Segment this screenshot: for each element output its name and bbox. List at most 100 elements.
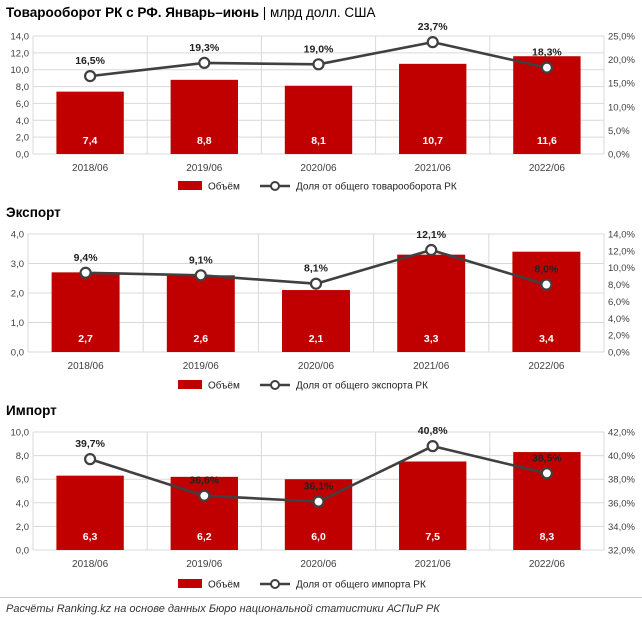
chart-2-bar bbox=[282, 290, 350, 352]
chart-3-bar-label: 6,0 bbox=[311, 531, 326, 543]
chart-3-xtick: 2018/06 bbox=[72, 559, 109, 570]
chart-1-share-label: 23,7% bbox=[418, 21, 448, 33]
chart-2-ytick-right: 8,0% bbox=[608, 280, 630, 291]
chart-3-title: Импорт bbox=[6, 403, 57, 418]
chart-3-share-point bbox=[540, 467, 554, 480]
chart-3-legend-bar-swatch bbox=[178, 579, 202, 588]
chart-1-legend-bar-label: Объём bbox=[208, 181, 240, 193]
chart-1-share-point bbox=[198, 56, 211, 70]
chart-1-xtick: 2019/06 bbox=[186, 163, 223, 174]
chart-2-ytick-left: 2,0 bbox=[11, 289, 24, 300]
chart-3-xtick: 2019/06 bbox=[186, 559, 223, 570]
chart-3-legend-bar-label: Объём bbox=[208, 579, 240, 591]
chart-2-ytick-left: 4,0 bbox=[11, 230, 24, 241]
chart-2-xtick: 2019/06 bbox=[183, 361, 220, 372]
chart-1-ytick-left: 0,0 bbox=[16, 150, 29, 161]
chart-2-bar bbox=[51, 272, 120, 352]
chart-1-title: Товарооборот РК с РФ. Январь–июнь | млрд… bbox=[6, 5, 376, 20]
chart-2-xtick: 2018/06 bbox=[68, 361, 105, 372]
chart-3-ytick-left: 8,0 bbox=[16, 451, 29, 462]
chart-3-ytick-right: 34,0% bbox=[608, 522, 635, 533]
chart-3-xtick: 2020/06 bbox=[300, 559, 337, 570]
chart-3-share-label: 40,8% bbox=[418, 425, 448, 437]
chart-3-bar-label: 7,5 bbox=[425, 531, 440, 543]
chart-1-share-point bbox=[83, 70, 97, 83]
chart-1-ytick-right: 10,0% bbox=[608, 102, 635, 113]
chart-1-bar bbox=[284, 85, 353, 154]
chart-1-xtick: 2020/06 bbox=[300, 163, 337, 174]
chart-1-ytick-left: 8,0 bbox=[16, 82, 29, 93]
chart-2-bar bbox=[166, 275, 235, 352]
chart-3-legend-line-marker bbox=[270, 579, 280, 589]
chart-3-share-label: 39,7% bbox=[75, 438, 105, 450]
chart-2-bar-label: 3,4 bbox=[539, 333, 554, 345]
chart-1-bar-label: 11,6 bbox=[537, 135, 557, 147]
chart-3-ytick-right: 42,0% bbox=[608, 428, 635, 439]
chart-2-title: Экспорт bbox=[6, 205, 61, 220]
chart-1-bar-label: 8,8 bbox=[197, 135, 212, 147]
chart-2-share-label: 12,1% bbox=[416, 229, 446, 241]
chart-2-share-label: 8,0% bbox=[534, 264, 559, 276]
chart-1-share-point bbox=[426, 36, 439, 49]
chart-2-share-point bbox=[309, 277, 323, 290]
chart-1-share-label: 19,0% bbox=[304, 43, 334, 55]
chart-2-share-label: 8,1% bbox=[304, 263, 329, 275]
chart-3-ytick-left: 6,0 bbox=[16, 475, 29, 486]
chart-1-legend-line-label: Доля от общего товарооборота РК bbox=[296, 181, 457, 193]
chart-2-legend-bar-label: Объём bbox=[208, 380, 240, 392]
chart-2-xtick: 2022/06 bbox=[528, 361, 565, 372]
chart-1-ytick-left: 10,0 bbox=[11, 65, 30, 76]
chart-3-share-point bbox=[198, 489, 211, 502]
chart-1-ytick-right: 5,0% bbox=[608, 126, 630, 137]
chart-1-bar-label: 10,7 bbox=[422, 135, 443, 147]
chart-1-xtick: 2018/06 bbox=[72, 163, 109, 174]
chart-3-ytick-left: 2,0 bbox=[16, 522, 29, 533]
source-note: Расчёты Ranking.kz на основе данных Бюро… bbox=[6, 603, 440, 615]
chart-1-title-sub: | млрд долл. США bbox=[259, 5, 376, 20]
chart-2-ytick-left: 0,0 bbox=[11, 348, 24, 359]
chart-3-share-label: 36,1% bbox=[304, 481, 334, 493]
chart-2-bar bbox=[397, 254, 466, 352]
chart-1-share-label: 19,3% bbox=[189, 42, 219, 54]
chart-3-ytick-left: 10,0 bbox=[11, 428, 30, 439]
chart-1-ytick-right: 25,0% bbox=[608, 32, 635, 43]
chart-3-ytick-right: 32,0% bbox=[608, 546, 635, 557]
chart-1-ytick-left: 12,0 bbox=[11, 48, 30, 59]
chart-2-ytick-right: 10,0% bbox=[608, 263, 635, 274]
chart-3-ytick-right: 38,0% bbox=[608, 475, 635, 486]
chart-2-share-label: 9,1% bbox=[189, 254, 214, 266]
chart-1-bar bbox=[170, 79, 238, 154]
chart-2-ytick-right: 0,0% bbox=[608, 348, 630, 359]
chart-1-bar bbox=[399, 63, 467, 154]
chart-3-ytick-right: 40,0% bbox=[608, 451, 635, 462]
chart-1-share-label: 18,3% bbox=[532, 47, 562, 59]
chart-1-ytick-right: 20,0% bbox=[608, 55, 635, 66]
chart-2-share-point bbox=[194, 269, 207, 282]
chart-2-title-main: Экспорт bbox=[6, 205, 61, 220]
chart-1-share-point bbox=[312, 58, 325, 71]
chart-3-bar-label: 8,3 bbox=[540, 531, 555, 543]
chart-3-bar bbox=[56, 475, 124, 550]
chart-1-bar bbox=[56, 91, 124, 154]
chart-1-bar-label: 8,1 bbox=[311, 135, 326, 147]
chart-3-share-point bbox=[83, 453, 97, 466]
chart-2-legend-line-marker bbox=[270, 380, 280, 390]
chart-1-ytick-right: 0,0% bbox=[608, 150, 630, 161]
chart-3-legend-line-label: Доля от общего импорта РК bbox=[296, 579, 426, 591]
chart-3-share-label: 38,5% bbox=[532, 452, 562, 464]
chart-3-ytick-left: 0,0 bbox=[16, 546, 29, 557]
chart-1-bar-label: 7,4 bbox=[83, 135, 98, 147]
chart-3-bar bbox=[399, 461, 467, 550]
chart-1-ytick-left: 2,0 bbox=[16, 133, 29, 144]
chart-1-share-point bbox=[540, 61, 554, 74]
chart-3-title-main: Импорт bbox=[6, 403, 57, 418]
chart-1-legend-line-marker bbox=[270, 181, 280, 191]
chart-3-share-point bbox=[312, 495, 325, 508]
chart-1-ytick-left: 6,0 bbox=[16, 99, 29, 110]
chart-1-xtick: 2021/06 bbox=[415, 163, 452, 174]
chart-3-xtick: 2021/06 bbox=[415, 559, 452, 570]
chart-3-share-label: 36,6% bbox=[189, 475, 219, 487]
chart-2-bar-label: 2,1 bbox=[309, 333, 324, 345]
chart-2-share-label: 9,4% bbox=[74, 252, 99, 264]
